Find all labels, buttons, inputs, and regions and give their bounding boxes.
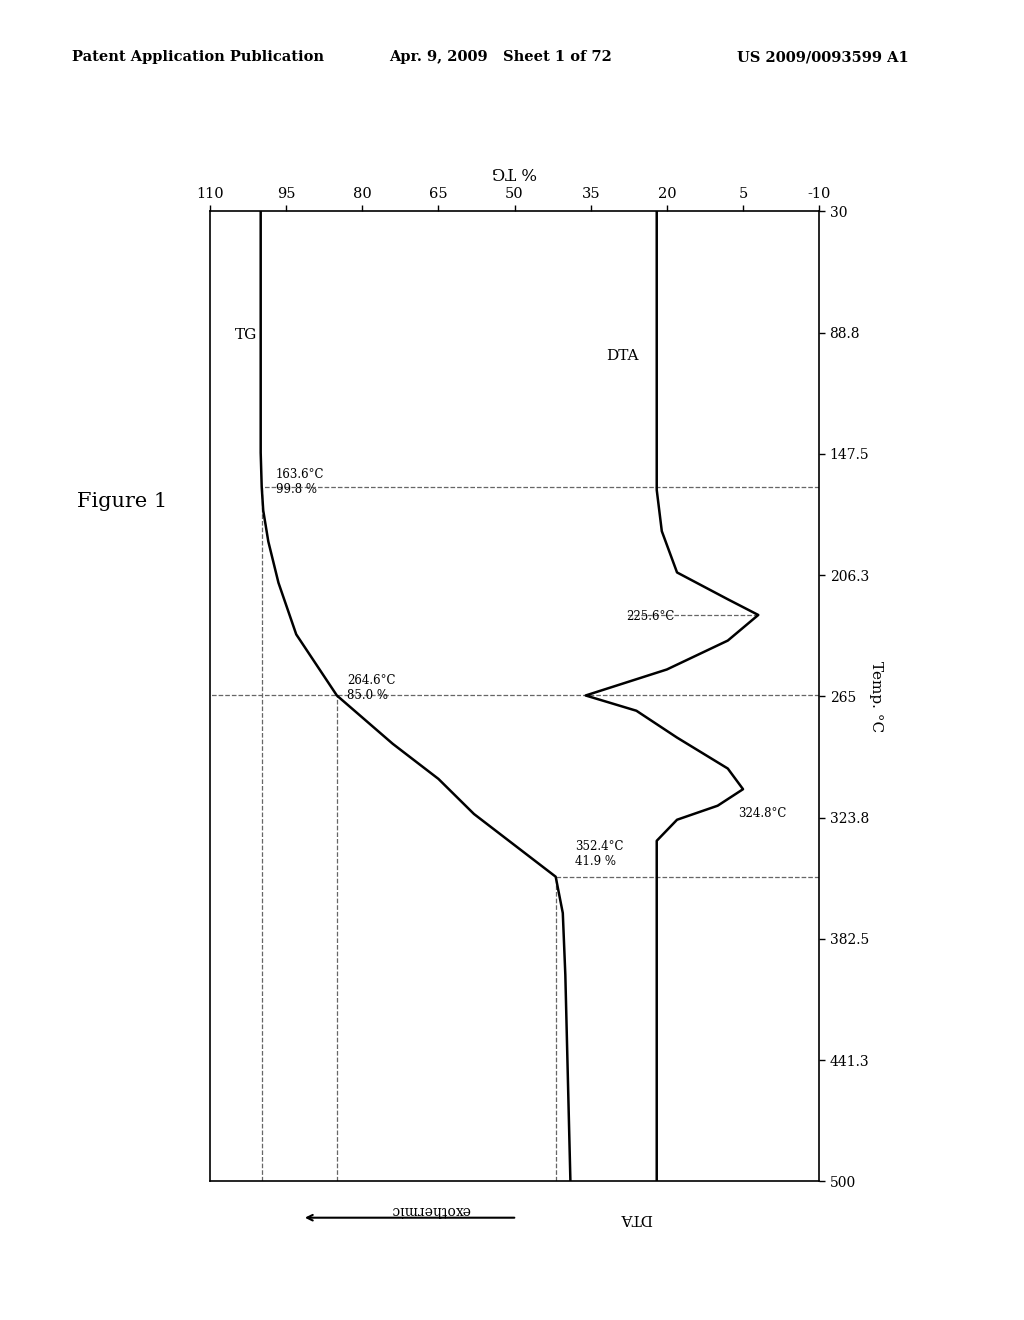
Text: DTA: DTA xyxy=(606,348,638,363)
Text: exothermic: exothermic xyxy=(390,1204,470,1217)
Text: 225.6°C: 225.6°C xyxy=(627,610,675,623)
Text: 163.6°C
99.8 %: 163.6°C 99.8 % xyxy=(275,469,325,496)
Text: Figure 1: Figure 1 xyxy=(77,492,167,511)
X-axis label: % TG: % TG xyxy=(493,162,537,180)
Text: TG: TG xyxy=(236,329,258,342)
Text: US 2009/0093599 A1: US 2009/0093599 A1 xyxy=(737,50,909,65)
Text: 324.8°C: 324.8°C xyxy=(738,808,786,821)
Text: 264.6°C
85.0 %: 264.6°C 85.0 % xyxy=(347,675,395,702)
Text: 352.4°C
41.9 %: 352.4°C 41.9 % xyxy=(575,840,624,867)
Text: Apr. 9, 2009   Sheet 1 of 72: Apr. 9, 2009 Sheet 1 of 72 xyxy=(389,50,612,65)
Text: Patent Application Publication: Patent Application Publication xyxy=(72,50,324,65)
Text: DTA: DTA xyxy=(620,1212,652,1225)
Y-axis label: Temp. °C: Temp. °C xyxy=(869,661,883,731)
